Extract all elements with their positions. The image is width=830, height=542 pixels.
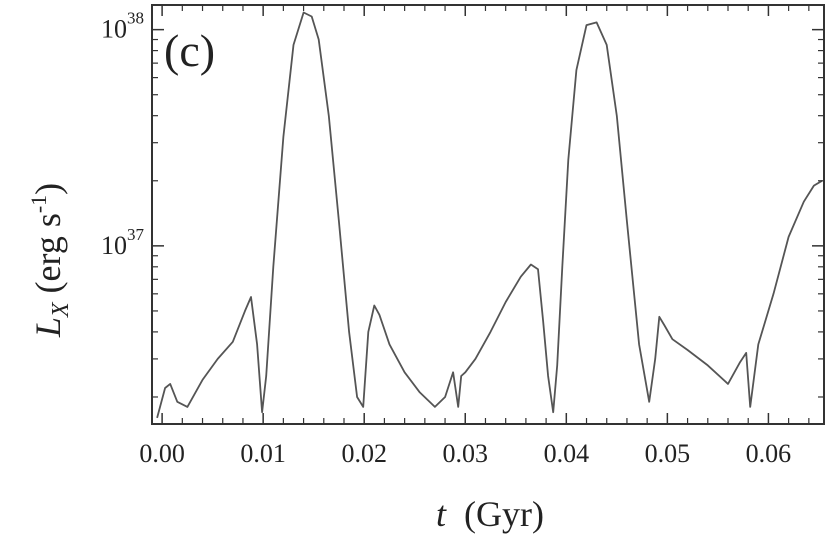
series-group [156,11,823,419]
ticks-group: 0.00 0.01 0.02 0.03 0.04 0.05 0.06 1037 1038 [101,5,824,468]
plot-frame-group [151,4,825,425]
y-tick-label: 1037 [101,225,145,260]
x-tick-label: 0.01 [240,439,286,468]
panel-label: (c) [164,25,215,76]
series-line [156,11,823,419]
x-tick-label: 0.06 [746,439,792,468]
plot-frame [151,4,825,425]
x-tick-label: 0.00 [139,439,185,468]
x-tick-label: 0.03 [443,439,489,468]
y-tick-label: 1038 [101,9,144,44]
x-tick-label: 0.02 [341,439,387,468]
y-axis-label: LX (erg s-1) [26,183,74,338]
x-tick-label: 0.04 [544,439,590,468]
x-axis-label: t (Gyr) [436,494,544,534]
x-tick-label: 0.05 [645,439,691,468]
